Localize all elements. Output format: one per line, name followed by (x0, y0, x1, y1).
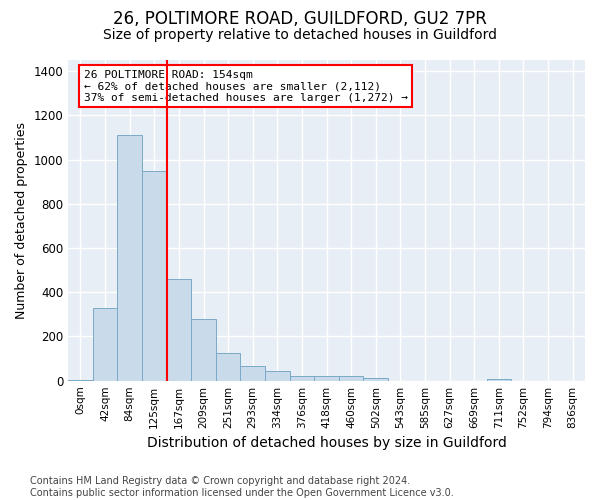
Bar (241, 366, 265, 380)
Bar (118, 135, 142, 380)
Bar (191, 319, 216, 380)
Bar (167, 279, 191, 380)
Text: 26, POLTIMORE ROAD, GUILDFORD, GU2 7PR: 26, POLTIMORE ROAD, GUILDFORD, GU2 7PR (113, 10, 487, 28)
Bar (314, 376, 339, 380)
Bar (487, 379, 511, 380)
X-axis label: Distribution of detached houses by size in Guildford: Distribution of detached houses by size … (146, 436, 506, 450)
Text: Size of property relative to detached houses in Guildford: Size of property relative to detached ho… (103, 28, 497, 42)
Text: Contains HM Land Registry data © Crown copyright and database right 2024.
Contai: Contains HM Land Registry data © Crown c… (30, 476, 454, 498)
Text: 26 POLTIMORE ROAD: 154sqm
← 62% of detached houses are smaller (2,112)
37% of se: 26 POLTIMORE ROAD: 154sqm ← 62% of detac… (83, 70, 407, 103)
Bar (142, 170, 167, 380)
Bar (364, 378, 388, 380)
Bar (93, 308, 118, 380)
Bar (216, 353, 241, 380)
Bar (339, 376, 364, 380)
Bar (290, 376, 314, 380)
Bar (265, 372, 290, 380)
Y-axis label: Number of detached properties: Number of detached properties (15, 122, 28, 319)
